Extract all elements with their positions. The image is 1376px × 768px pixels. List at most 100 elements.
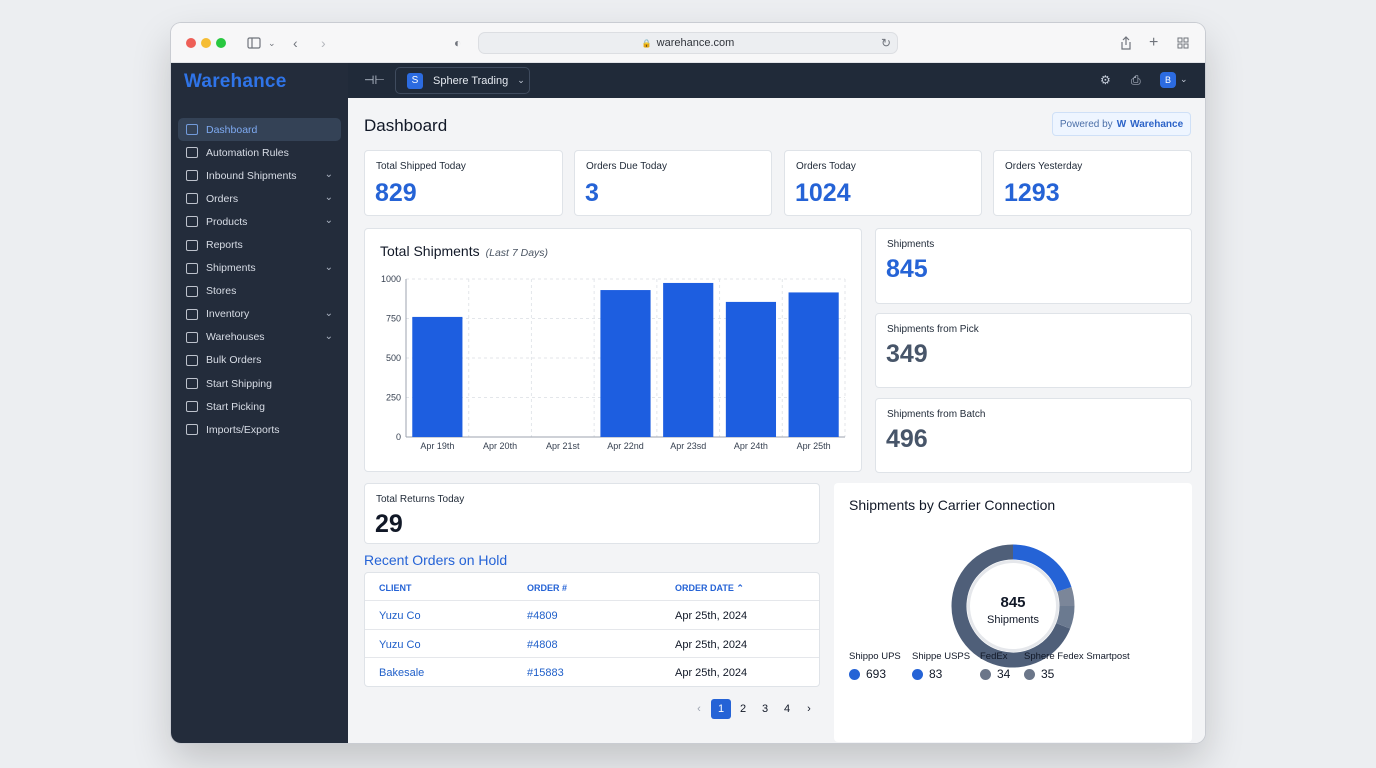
sidebar-item-start-picking[interactable]: Start Picking (178, 395, 341, 418)
chevron-down-icon[interactable]: ⌄ (324, 307, 333, 319)
donut-segment-shippo-ups[interactable] (951, 544, 1071, 668)
next-page-icon[interactable]: › (807, 703, 811, 715)
back-icon[interactable]: ‹ (293, 35, 298, 51)
sidebar-item-products[interactable]: Products ⌄ (178, 210, 341, 233)
shipping-icon (186, 378, 198, 390)
minimize-window-button[interactable] (201, 38, 211, 48)
close-window-button[interactable] (186, 38, 196, 48)
stat-value: 496 (886, 425, 928, 453)
sidebar-item-label: Start Picking (206, 400, 265, 413)
table-row[interactable]: Bakesale #15883 Apr 25th, 2024 (365, 658, 819, 686)
collapse-sidebar-icon[interactable]: ⊣⊢ (364, 73, 385, 87)
sidebar-item-dashboard[interactable]: Dashboard (178, 118, 341, 142)
chevron-down-icon[interactable]: ⌄ (1180, 74, 1188, 84)
client-link[interactable]: Bakesale (379, 667, 425, 679)
tenant-name: Sphere Trading (433, 74, 509, 87)
donut-total-label: Shipments (987, 614, 1039, 626)
legend-dot (980, 669, 991, 681)
legend-dot (912, 669, 923, 681)
tab-overview-icon[interactable] (1177, 34, 1189, 52)
chevron-down-icon[interactable]: ⌄ (324, 169, 333, 181)
previous-page-icon[interactable]: ‹ (697, 703, 701, 715)
bar-apr-23sd (663, 282, 714, 437)
warehance-logo-icon: W (1116, 118, 1127, 130)
column-header-order[interactable]: ORDER # (527, 583, 568, 593)
sidebar-item-orders[interactable]: Orders ⌄ (178, 187, 341, 210)
client-link[interactable]: Yuzu Co (379, 638, 421, 651)
column-header-client[interactable]: CLIENT (379, 583, 412, 593)
stat-label: Shipments from Batch (887, 409, 986, 420)
boxes-icon (186, 216, 198, 228)
settings-gear-icon[interactable]: ⚙ (1100, 73, 1111, 87)
browser-window: ⌄ ‹ › ◐ 🔒 warehance.com ↻ + Warehance Da… (171, 23, 1205, 743)
tenant-selector[interactable]: S Sphere Trading ⌄ (395, 67, 530, 94)
x-tick-label: Apr 22nd (607, 441, 644, 451)
list-icon (186, 262, 198, 274)
sidebar-item-inbound-shipments[interactable]: Inbound Shipments ⌄ (178, 164, 341, 187)
stat-label: Total Shipped Today (376, 161, 466, 172)
main-content: Dashboard Powered by W Warehance Total S… (348, 98, 1205, 743)
legend-item-shippo-ups: Shippo UPS 693 (849, 651, 901, 681)
page-button-2[interactable]: 2 (739, 703, 747, 715)
sidebar-item-label: Reports (206, 239, 243, 252)
printer-icon[interactable]: ⎙ (1131, 73, 1141, 87)
app-logo[interactable]: Warehance (184, 71, 287, 92)
database-icon (186, 285, 198, 297)
folder-icon (186, 193, 198, 205)
donut-segment-sphere-fedex-smartpost[interactable] (1056, 605, 1075, 629)
privacy-shield-icon[interactable]: ◐ (454, 36, 462, 50)
sidebar-item-reports[interactable]: Reports (178, 233, 341, 256)
page-button-1[interactable]: 1 (711, 699, 731, 719)
donut-segment-shippe-usps[interactable] (1012, 544, 1072, 592)
sidebar-item-bulk-orders[interactable]: Bulk Orders (178, 349, 341, 372)
chevron-down-icon[interactable]: ⌄ (324, 215, 333, 227)
stat-value: 845 (886, 255, 928, 283)
sidebar-item-shipments[interactable]: Shipments ⌄ (178, 257, 341, 280)
table-row[interactable]: Yuzu Co #4808 Apr 25th, 2024 (365, 630, 819, 658)
order-link[interactable]: #4808 (527, 638, 558, 651)
sidebar-toggle-icon[interactable] (247, 34, 261, 52)
chevron-down-icon[interactable]: ⌄ (324, 330, 333, 342)
sidebar-item-automation-rules[interactable]: Automation Rules (178, 141, 341, 164)
user-avatar[interactable]: B (1160, 72, 1176, 88)
recent-orders-table: CLIENT ORDER # ORDER DATE ⌃ Yuzu Co #480… (364, 572, 820, 687)
chevron-down-icon[interactable]: ⌄ (324, 192, 333, 204)
donut-segment-fedex[interactable] (1057, 586, 1075, 607)
stat-label: Orders Yesterday (1005, 161, 1083, 172)
chevron-down-icon[interactable]: ⌄ (324, 261, 333, 273)
legend-value: 34 (997, 667, 1011, 681)
sidebar-item-label: Automation Rules (206, 146, 289, 159)
sidebar-item-warehouses[interactable]: Warehouses ⌄ (178, 326, 341, 349)
sidebar-item-label: Inventory (206, 308, 250, 321)
x-tick-label: Apr 23sd (670, 441, 706, 451)
zoom-window-button[interactable] (216, 38, 226, 48)
powered-by-badge[interactable]: Powered by W Warehance (1052, 112, 1191, 136)
chevron-down-icon[interactable]: ⌄ (268, 37, 276, 48)
sidebar-item-label: Warehouses (206, 331, 265, 344)
new-tab-icon[interactable]: + (1149, 34, 1159, 51)
sidebar-item-imports-exports[interactable]: Imports/Exports (178, 418, 341, 441)
legend-name: Shippo UPS (849, 651, 901, 662)
powered-by-brand: Warehance (1130, 118, 1184, 130)
forward-icon[interactable]: › (321, 35, 326, 51)
order-link[interactable]: #4809 (527, 610, 558, 622)
address-bar[interactable]: 🔒 warehance.com ↻ (478, 32, 898, 54)
sidebar-item-start-shipping[interactable]: Start Shipping (178, 372, 341, 395)
share-icon[interactable] (1120, 34, 1132, 52)
sidebar-item-label: Imports/Exports (206, 423, 280, 436)
page-title: Dashboard (364, 116, 448, 135)
page-button-4[interactable]: 4 (783, 703, 791, 715)
sidebar-item-inventory[interactable]: Inventory ⌄ (178, 303, 341, 326)
page-button-3[interactable]: 3 (761, 703, 769, 715)
sidebar-item-stores[interactable]: Stores (178, 280, 341, 303)
bar-apr-25th (788, 292, 839, 437)
client-link[interactable]: Yuzu Co (379, 610, 421, 622)
legend-value: 35 (1041, 667, 1055, 681)
table-header-row: CLIENT ORDER # ORDER DATE ⌃ (365, 573, 819, 601)
reload-icon[interactable]: ↻ (880, 36, 891, 50)
bar-apr-22nd (600, 290, 651, 437)
column-header-order-date[interactable]: ORDER DATE ⌃ (675, 583, 744, 594)
table-row[interactable]: Yuzu Co #4809 Apr 25th, 2024 (365, 601, 819, 630)
order-link[interactable]: #15883 (527, 667, 564, 679)
side-stat-shipments: Shipments 845 (875, 228, 1192, 304)
